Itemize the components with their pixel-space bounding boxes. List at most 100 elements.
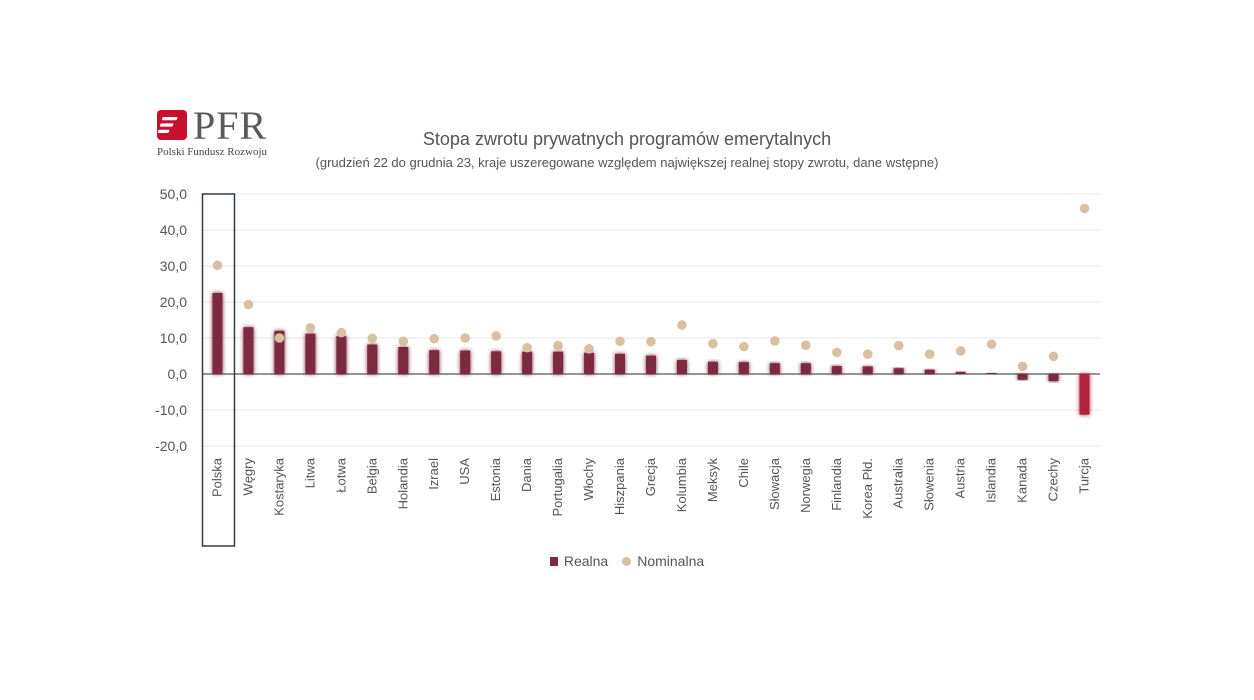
point-nominalna <box>522 342 532 353</box>
bar-realna <box>553 351 564 374</box>
y-tick-label: -10,0 <box>155 402 187 418</box>
x-category-label: Węgry <box>240 458 255 496</box>
point-nominalna <box>893 340 904 351</box>
point-nominalna <box>460 333 471 343</box>
legend-item-realna: Realna <box>549 553 609 569</box>
point-nominalna <box>243 299 254 310</box>
point-nominalna <box>801 340 811 351</box>
bar-realna <box>1079 374 1090 415</box>
y-tick-label: 30,0 <box>160 258 187 274</box>
y-tick-label: -20,0 <box>155 438 187 454</box>
bar-realna <box>460 350 471 374</box>
pfr-logo-icon <box>157 110 187 140</box>
bar-realna <box>893 368 904 374</box>
bar-realna <box>584 352 595 374</box>
logo-name: PFR <box>193 103 268 148</box>
point-nominalna <box>739 341 749 352</box>
x-category-label: Islandia <box>984 457 999 503</box>
point-nominalna <box>770 336 780 346</box>
y-tick-label: 50,0 <box>160 186 187 202</box>
legend-label-nominalna: Nominalna <box>637 553 705 569</box>
x-category-label: Australia <box>891 457 906 508</box>
legend-swatch-realna <box>549 556 558 566</box>
bar-realna <box>955 371 966 374</box>
bar-realna <box>646 355 656 374</box>
point-nominalna <box>1017 361 1028 372</box>
x-category-label: Czechy <box>1046 458 1061 502</box>
bar-realna <box>274 330 285 374</box>
point-nominalna <box>986 339 997 349</box>
point-nominalna <box>212 260 223 271</box>
bar-realna <box>924 369 935 374</box>
point-nominalna <box>955 346 966 356</box>
point-nominalna <box>553 340 563 351</box>
bar-realna <box>305 333 316 374</box>
x-category-label: Kanada <box>1015 457 1030 503</box>
point-nominalna <box>305 323 316 333</box>
bar-realna <box>336 336 347 374</box>
x-category-label: Turcja <box>1077 457 1092 493</box>
x-category-label: Estonia <box>488 457 503 501</box>
point-nominalna <box>708 338 718 349</box>
point-nominalna <box>398 336 409 347</box>
logo-subtitle: Polski Fundusz Rozwoju <box>157 146 268 158</box>
y-tick-label: 10,0 <box>160 330 187 346</box>
x-category-label: Włochy <box>581 458 596 501</box>
bar-realna <box>1017 374 1028 380</box>
x-category-label: Chile <box>736 458 751 488</box>
legend-label-realna: Realna <box>563 553 609 569</box>
chart-subtitle: (grudzień 22 do grudnia 23, kraje uszere… <box>315 155 939 170</box>
x-category-label: Austria <box>953 457 968 498</box>
point-nominalna <box>274 333 285 343</box>
bar-realna <box>707 361 718 374</box>
x-category-label: Belgia <box>364 457 379 494</box>
chart-title: Stopa zwrotu prywatnych programów emeryt… <box>422 129 832 149</box>
x-category-label: Izrael <box>426 458 441 490</box>
point-nominalna <box>336 327 347 338</box>
point-nominalna <box>862 349 873 360</box>
point-nominalna <box>831 347 842 358</box>
x-category-label: USA <box>457 458 472 485</box>
bar-realna <box>769 363 780 374</box>
point-nominalna <box>1079 203 1090 214</box>
bar-realna <box>367 344 378 374</box>
point-nominalna <box>615 336 625 347</box>
y-tick-label: 20,0 <box>160 294 187 310</box>
bar-realna <box>212 293 223 374</box>
x-category-label: Słowacja <box>767 457 782 510</box>
x-category-label: Słowenia <box>922 457 937 511</box>
x-category-label: Dania <box>519 457 534 492</box>
x-category-label: Litwa <box>302 457 317 488</box>
point-nominalna <box>677 320 687 330</box>
point-nominalna <box>491 331 501 341</box>
bar-realna <box>831 366 842 374</box>
x-category-label: Grecja <box>643 457 658 496</box>
point-nominalna <box>429 333 440 344</box>
bar-realna <box>615 353 626 374</box>
bar-realna <box>429 350 440 374</box>
x-category-label: Łotwa <box>333 457 348 492</box>
x-category-label: Hiszpania <box>612 457 627 515</box>
x-category-label: Norwegia <box>798 457 813 513</box>
x-category-label: Kolumbia <box>674 457 689 512</box>
x-category-label: Korea Płd. <box>860 458 875 519</box>
x-category-label: Polska <box>209 457 224 497</box>
point-nominalna <box>367 333 378 344</box>
legend-swatch-nominalna <box>622 556 632 566</box>
bar-realna <box>800 363 811 374</box>
legend: Realna Nominalna <box>0 553 1254 569</box>
bar-realna <box>522 351 533 374</box>
x-category-label: Kostaryka <box>271 457 286 516</box>
x-category-label: Meksyk <box>705 458 720 503</box>
bar-realna <box>491 351 502 374</box>
bar-realna <box>862 366 873 374</box>
bar-realna <box>398 347 409 374</box>
bar-realna <box>1048 374 1059 382</box>
point-nominalna <box>1048 351 1059 362</box>
x-category-label: Holandia <box>395 457 410 509</box>
bar-realna <box>986 372 997 374</box>
legend-item-nominalna: Nominalna <box>622 553 704 569</box>
bar-realna <box>243 327 254 374</box>
x-category-label: Finlandia <box>829 457 844 511</box>
